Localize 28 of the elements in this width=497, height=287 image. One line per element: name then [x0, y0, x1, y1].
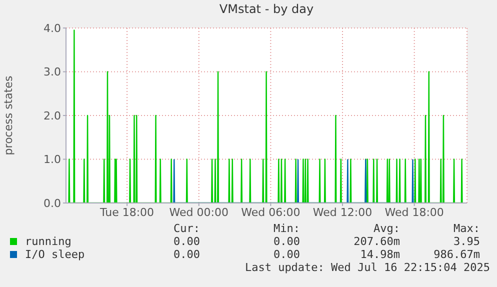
- x-tick-label: Wed 12:00: [312, 206, 372, 219]
- text: 0.00: [172, 235, 200, 248]
- y-tick-label: 2.0: [44, 109, 61, 122]
- text: Max:: [452, 222, 480, 235]
- x-tick-label: Wed 00:00: [169, 206, 228, 219]
- chart-title: VMstat - by day: [218, 2, 315, 16]
- y-tick-label: 0.0: [44, 196, 61, 210]
- line-series: [68, 30, 463, 203]
- legend-label: running: [25, 235, 72, 248]
- text: Last update: Wed Jul 16 22:15:04 2025: [244, 261, 490, 274]
- legend-label: I/O sleep: [25, 248, 85, 261]
- y-tick-label: 1.0: [44, 153, 61, 166]
- x-tick-label: Wed 18:00: [384, 206, 444, 219]
- text: 0.00: [272, 235, 300, 248]
- text: 0.00: [172, 248, 200, 261]
- x-tick-label: Wed 06:00: [241, 206, 300, 219]
- text: Cur:: [172, 222, 200, 235]
- x-tick-label: Tue 18:00: [99, 206, 154, 219]
- text: 207.60m: [352, 235, 400, 248]
- text: Min:: [272, 222, 300, 235]
- text: Avg:: [372, 222, 400, 235]
- text: 14.98m: [359, 248, 400, 261]
- text: 3.95: [452, 235, 480, 248]
- y-tick-label: 4.0: [44, 22, 61, 35]
- text: 0.00: [272, 248, 300, 261]
- y-tick-label: 3.0: [44, 66, 61, 79]
- text: 986.67m: [432, 248, 480, 261]
- y-axis-title: process states: [2, 76, 15, 156]
